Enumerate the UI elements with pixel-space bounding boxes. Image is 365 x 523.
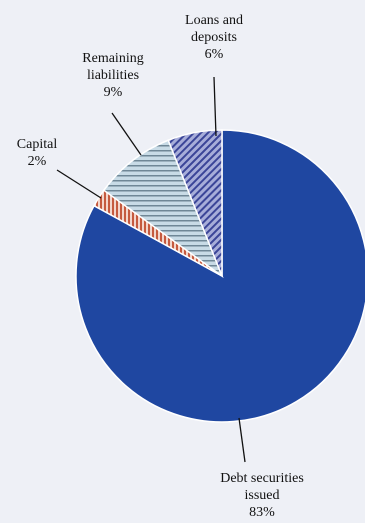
pie-slice-remaining-liabilities: [102, 139, 224, 279]
leader-lines: [56, 76, 246, 463]
slice-name-label: issued: [245, 488, 280, 503]
leader-line: [111, 112, 142, 156]
leader-line: [213, 76, 217, 137]
slice-name-label: deposits: [191, 30, 237, 45]
slice-value-label: 6%: [205, 47, 224, 62]
pie-slice-loans-and-deposits: [167, 129, 223, 277]
slice-label: Debt securities issued 83%: [220, 471, 304, 520]
slice-name-label: Remaining: [82, 51, 143, 66]
slice-label: Remaining liabilities 9%: [82, 51, 143, 100]
slice-name-label: liabilities: [87, 68, 139, 83]
slice-labels: Debt securities issued 83% Capital 2% Remaini…: [17, 13, 304, 520]
slice-name-label: Loans and: [185, 13, 243, 28]
slice-label: Capital 2%: [17, 137, 58, 169]
slice-name-label: Debt securities: [220, 471, 304, 486]
slice-value-label: 2%: [28, 154, 47, 169]
slice-value-label: 83%: [249, 505, 275, 520]
pie-slices: [75, 129, 365, 423]
slice-label: Loans and deposits 6%: [185, 13, 243, 62]
leader-line: [238, 417, 246, 463]
slice-name-label: Capital: [17, 137, 58, 152]
leader-line: [56, 169, 102, 199]
slice-value-label: 9%: [104, 85, 123, 100]
